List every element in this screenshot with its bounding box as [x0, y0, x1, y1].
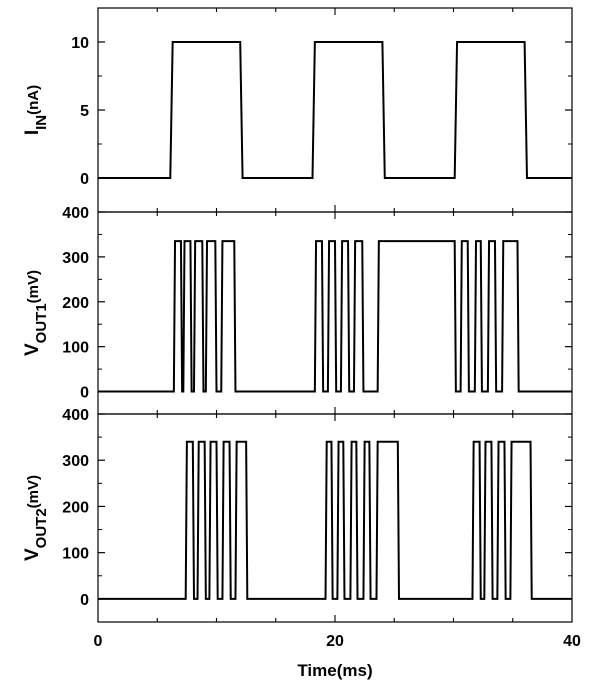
panel-iin: 0 5 10 IIN(nA) — [22, 7, 573, 213]
x-axis-label: Time(ms) — [297, 661, 372, 680]
y-tick-label: 0 — [80, 171, 89, 188]
y-label-subscript: OUT2 — [33, 508, 50, 548]
series-line-iin — [98, 41, 572, 179]
y-label-main: V — [22, 548, 43, 561]
y-tick-label: 10 — [71, 35, 89, 52]
y-tick-label: 5 — [80, 103, 89, 120]
y-label-main: I — [22, 130, 43, 135]
y-label-unit: (mV) — [25, 475, 42, 508]
panel-vout1: 0 100 200 300 400 VOUT1(mV) — [22, 205, 573, 415]
y-tick-label: 400 — [62, 205, 89, 222]
plot-frame — [97, 7, 573, 213]
series-line-vout2 — [98, 440, 572, 600]
y-label-subscript: OUT1 — [33, 303, 50, 343]
panel-vout2: 0 100 200 300 400 VOUT2(mV) — [22, 407, 573, 623]
x-tick-label: 20 — [326, 633, 344, 650]
series-line-vout1 — [98, 240, 572, 393]
y-label-main: V — [22, 343, 43, 356]
y-tick-label: 100 — [62, 340, 89, 357]
x-tick-label: 0 — [94, 633, 103, 650]
y-tick-label: 0 — [80, 385, 89, 402]
y-axis-label: VOUT1(mV) — [22, 270, 50, 356]
plot-frame — [97, 413, 573, 623]
x-tick-label: 40 — [563, 633, 581, 650]
y-tick-label: 0 — [80, 592, 89, 609]
chart-panels: 0510IIN(nA)0100200300400VOUT1(mV)0100200… — [22, 7, 573, 623]
y-label-subscript: IN — [33, 115, 50, 130]
y-label-unit: (mV) — [25, 270, 42, 303]
y-tick-label: 400 — [62, 407, 89, 424]
y-tick-label: 100 — [62, 546, 89, 563]
y-label-unit: (nA) — [25, 85, 42, 115]
y-tick-label: 200 — [62, 295, 89, 312]
y-tick-label: 200 — [62, 499, 89, 516]
y-axis-label: VOUT2(mV) — [22, 475, 50, 561]
y-tick-label: 300 — [62, 453, 89, 470]
x-axis: 0 20 40 Time(ms) — [94, 633, 581, 680]
y-axis-label: IIN(nA) — [22, 85, 50, 135]
y-tick-label: 300 — [62, 250, 89, 267]
